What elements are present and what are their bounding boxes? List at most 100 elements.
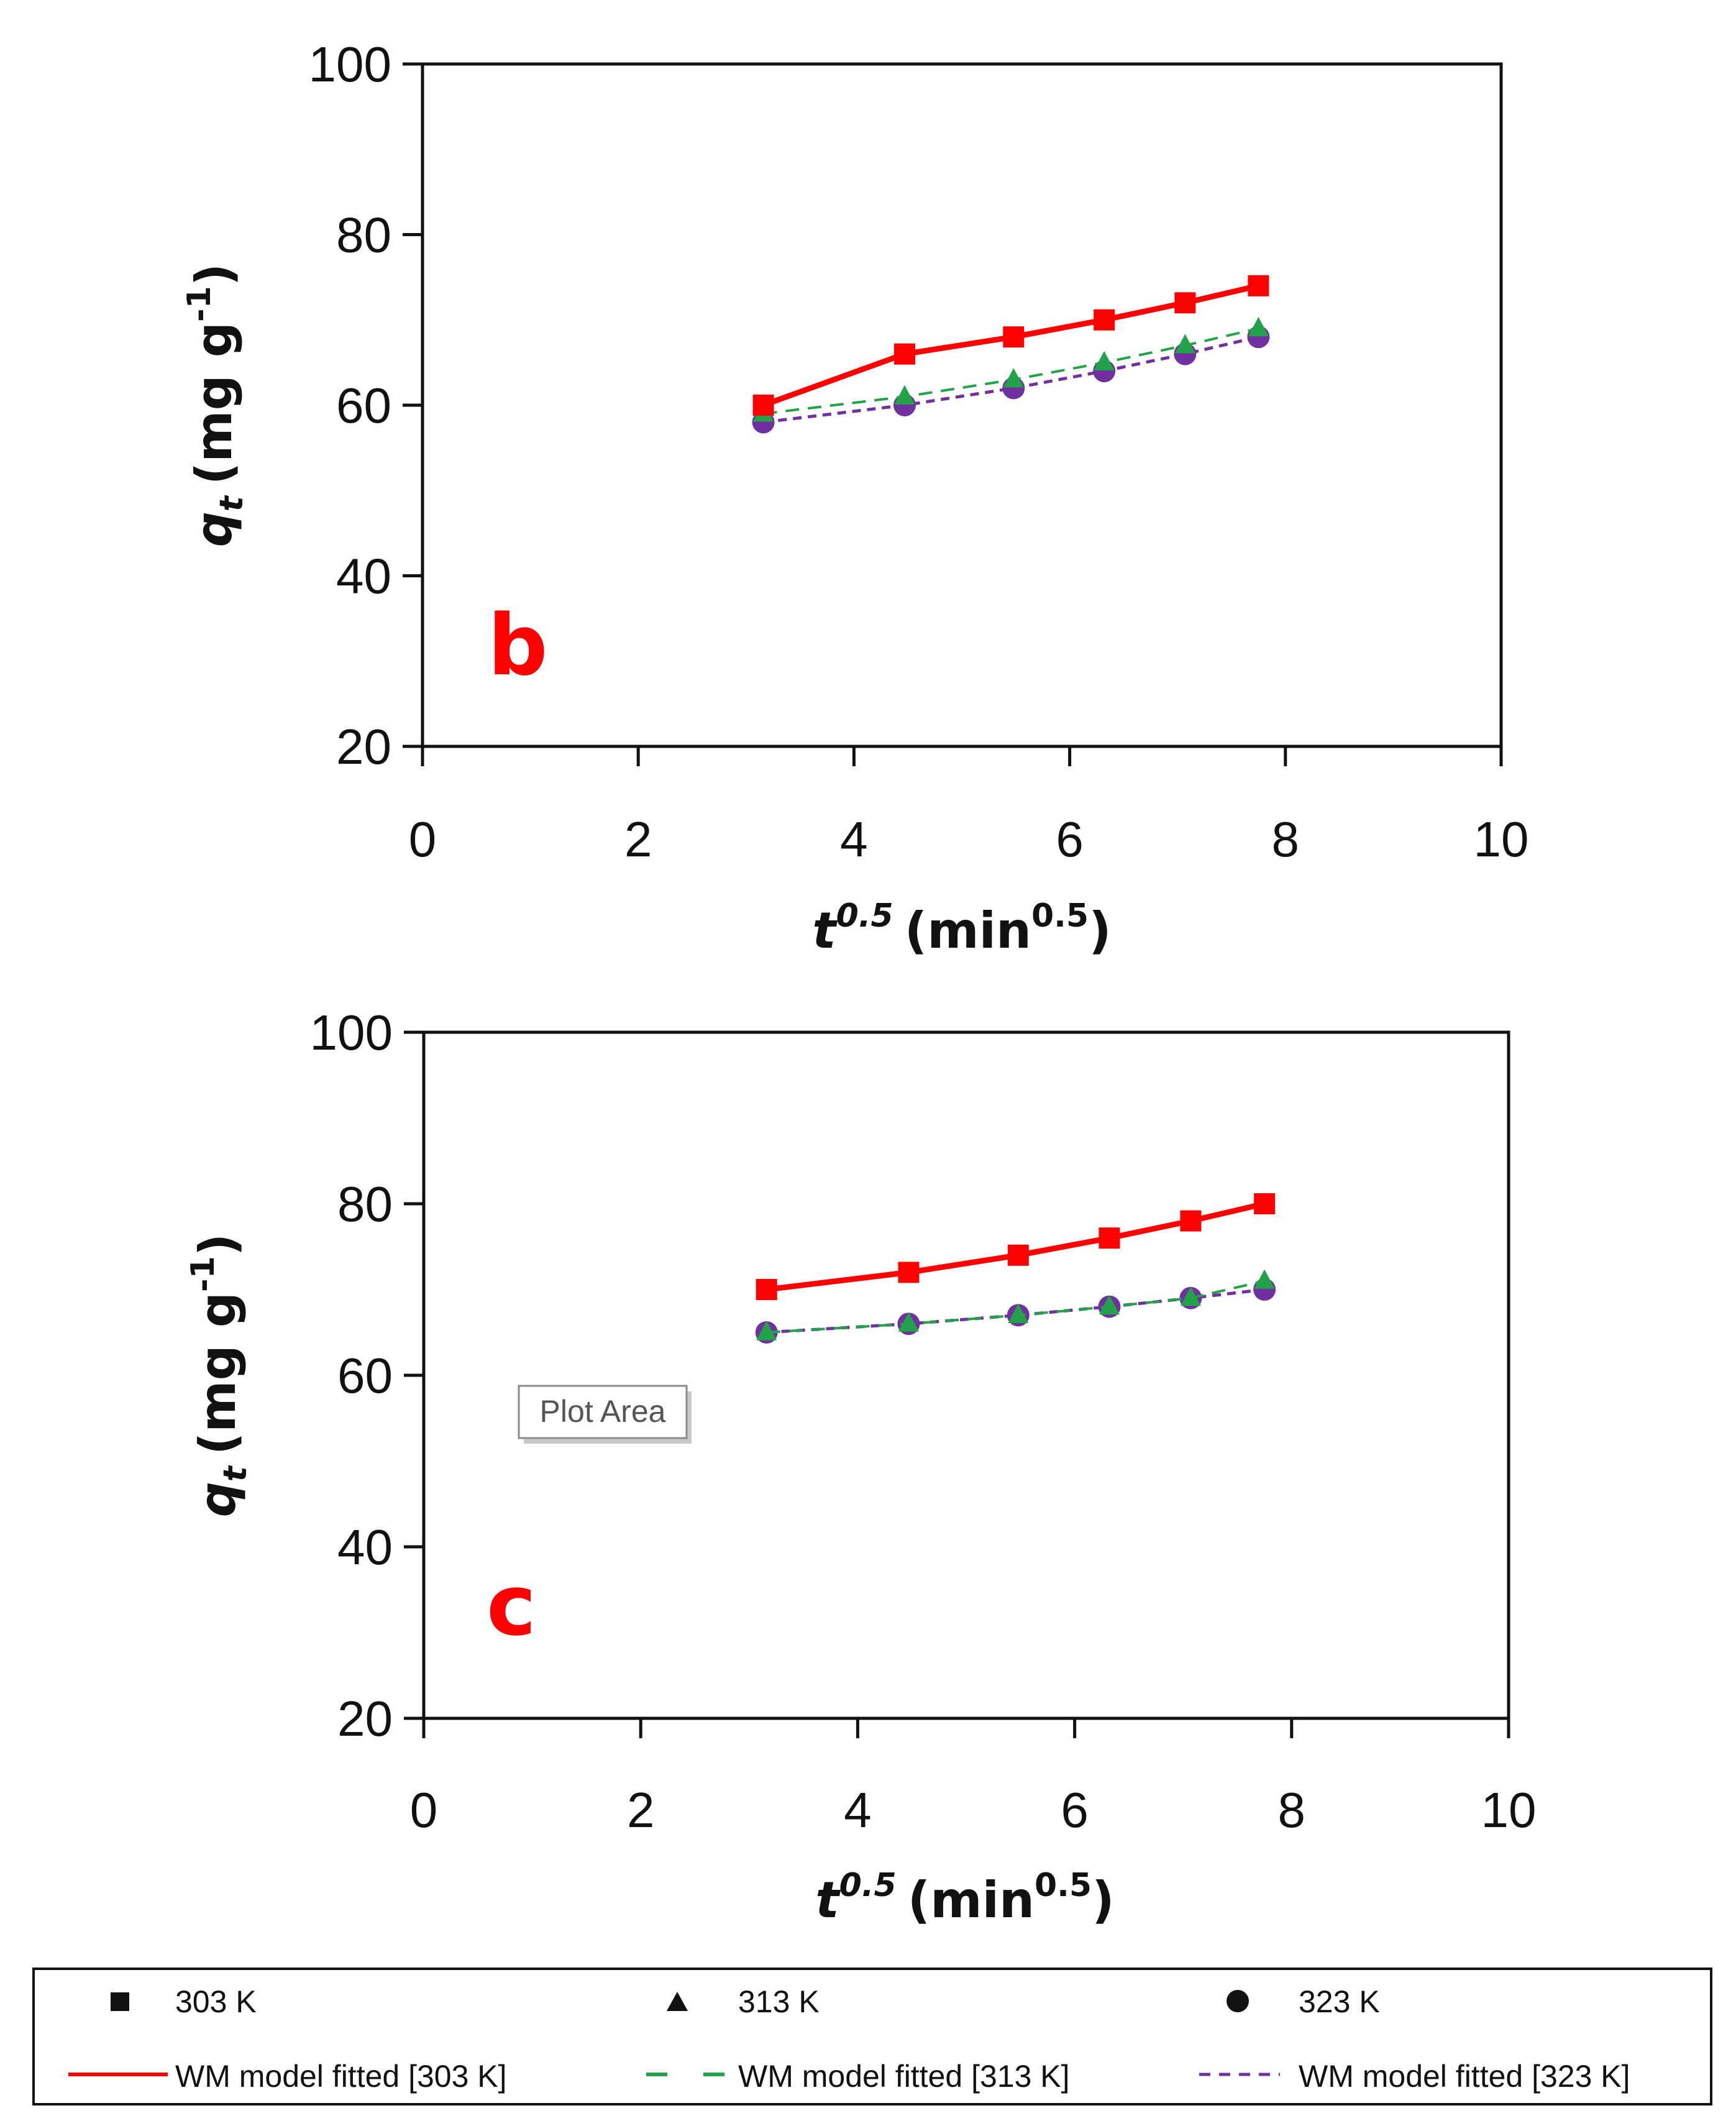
tooltip-text: Plot Area <box>540 1394 666 1429</box>
data-point-313k <box>1180 1286 1201 1306</box>
plot-area-frame <box>422 1030 1510 1720</box>
data-point-313k <box>1099 1295 1120 1315</box>
series-line-313k <box>763 327 1259 415</box>
y-axis-title-sub: t <box>213 495 250 511</box>
data-point-303k <box>893 343 915 365</box>
data-point-313k <box>756 1321 777 1340</box>
x-axis-title-base: t <box>812 902 838 960</box>
data-point-303k <box>1174 292 1196 314</box>
series-layer <box>755 1193 1276 1344</box>
y-axis-title: qt (mg g-1) <box>181 263 250 548</box>
x-axis-title-base: t <box>815 1871 841 1929</box>
tooltip-box <box>518 1385 688 1439</box>
panel-label-c: c <box>487 1557 536 1654</box>
y-axis-title-unit-sup: -1 <box>181 286 218 322</box>
data-point-303k <box>1094 309 1115 331</box>
x-axis-title-unit-sup: 0.5 <box>1031 897 1089 935</box>
series-line-323k <box>766 1288 1265 1334</box>
series-layer <box>752 275 1270 434</box>
legend-marker-circle <box>1227 1990 1249 2012</box>
y-axis-ticks: 20 40 60 80 100 <box>310 1005 424 1746</box>
data-point-303k <box>1003 326 1025 348</box>
y-axis-title-base: q <box>189 1482 247 1517</box>
y-tick-label: 20 <box>337 1691 393 1746</box>
series-line-313k <box>766 1280 1265 1334</box>
y-axis-title: qt (mg g-1) <box>185 1234 254 1518</box>
y-tick-label: 60 <box>337 1348 393 1403</box>
data-point-303k <box>752 395 774 416</box>
y-axis-title-unit: (mg g <box>189 1292 247 1455</box>
data-point-303k <box>1180 1210 1202 1232</box>
x-tick-label: 8 <box>1278 1782 1306 1838</box>
legend-label-303: 303 K <box>175 1984 257 2019</box>
data-point-313k <box>1094 351 1115 370</box>
legend-fit-323: WM model fitted [323 K] <box>1299 2059 1630 2094</box>
x-tick-label: 2 <box>627 1782 655 1838</box>
y-tick-label: 60 <box>336 378 391 433</box>
y-axis-ticks: 20 40 60 80 100 <box>309 37 423 774</box>
y-tick-label: 80 <box>337 1176 393 1232</box>
x-axis-title-close: ) <box>1089 902 1112 960</box>
y-axis-title-base: q <box>185 511 243 547</box>
series-line-303k <box>762 283 1259 408</box>
data-point-313k <box>1254 1269 1275 1289</box>
y-tick-label: 40 <box>336 549 391 604</box>
x-axis-title: t0.5 (min0.5) <box>815 1867 1114 1929</box>
y-tick-label: 80 <box>336 208 391 263</box>
x-tick-label: 2 <box>624 812 652 867</box>
y-tick-label: 100 <box>310 1005 393 1060</box>
series-line-323k <box>763 335 1259 424</box>
data-point-303k <box>756 1279 777 1300</box>
y-axis-title-sub: t <box>217 1465 254 1482</box>
y-axis-title-unit: (mg g <box>185 322 243 485</box>
x-axis-title-unit-sup: 0.5 <box>1035 1867 1092 1904</box>
x-tick-label: 10 <box>1474 812 1529 867</box>
y-tick-label: 40 <box>337 1519 393 1575</box>
y-axis-title-unit-sup: -1 <box>185 1256 222 1292</box>
panel-label-b: b <box>488 597 548 694</box>
legend-label-323: 323 K <box>1299 1984 1380 2019</box>
y-axis-title-close: ) <box>189 1234 247 1257</box>
legend-label-313: 313 K <box>738 1984 820 2019</box>
x-tick-label: 6 <box>1061 1782 1089 1838</box>
data-point-303k <box>898 1262 920 1283</box>
x-axis-title: t0.5 (min0.5) <box>812 897 1111 960</box>
x-tick-label: 10 <box>1481 1782 1537 1838</box>
x-axis-title-unit: (min <box>908 1871 1035 1929</box>
legend-marker-triangle <box>667 1992 688 2011</box>
data-point-303k <box>1099 1227 1120 1249</box>
legend: 303 K 313 K 323 K WM model fitted [303 K… <box>32 1968 1712 2105</box>
legend-box <box>32 1968 1712 2105</box>
legend-marker-square <box>111 1992 129 2011</box>
series-line-303k <box>766 1201 1266 1293</box>
x-axis-ticks: 0 2 4 6 8 10 <box>410 1718 1537 1838</box>
x-axis-title-unit: (min <box>905 902 1031 960</box>
x-tick-label: 4 <box>840 812 868 867</box>
plot-area-tooltip: Plot Area <box>518 1385 692 1444</box>
data-point-313k <box>1008 1303 1029 1323</box>
data-point-313k <box>1003 368 1024 388</box>
plot-area-frame <box>421 62 1503 748</box>
x-axis-title-close: ) <box>1092 1871 1115 1929</box>
data-point-313k <box>894 385 915 405</box>
legend-fit-313: WM model fitted [313 K] <box>738 2059 1070 2094</box>
legend-fit-303: WM model fitted [303 K] <box>175 2059 507 2094</box>
x-axis-ticks: 0 2 4 6 8 10 <box>409 746 1529 867</box>
data-point-303k <box>1254 1193 1276 1214</box>
y-tick-label: 100 <box>309 37 391 92</box>
x-axis-title-sup: 0.5 <box>836 897 893 935</box>
data-point-303k <box>1007 1244 1029 1266</box>
data-point-303k <box>1248 275 1269 296</box>
x-axis-title-sup: 0.5 <box>839 1867 897 1904</box>
y-axis-title-close: ) <box>185 263 243 286</box>
x-tick-label: 6 <box>1056 812 1084 867</box>
x-tick-label: 8 <box>1272 812 1300 867</box>
data-point-313k <box>1174 334 1195 354</box>
x-tick-label: 4 <box>844 1782 872 1838</box>
data-point-313k <box>1248 316 1269 337</box>
x-tick-label: 0 <box>409 812 437 867</box>
data-point-313k <box>898 1312 919 1332</box>
